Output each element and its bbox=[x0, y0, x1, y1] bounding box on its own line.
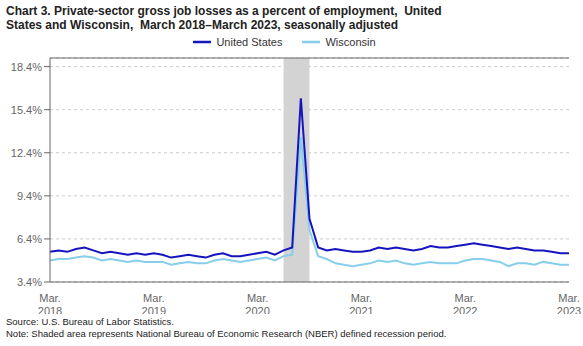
html-text:Chart 3. Private-sector gross: Chart 3. Private-sector gross job losses… bbox=[6, 4, 442, 18]
svg-text:12.4%: 12.4% bbox=[11, 147, 42, 159]
svg-text:Mar.2022: Mar.2022 bbox=[453, 292, 477, 314]
html-text:States and Wisconsin, March 20: States and Wisconsin, March 2018–March 2… bbox=[6, 18, 399, 32]
svg-text:15.4%: 15.4% bbox=[11, 104, 42, 116]
svg-text:Mar.2019: Mar.2019 bbox=[142, 292, 166, 314]
html-text:Source: U.S. Bureau of Labor S: Source: U.S. Bureau of Labor Statistics. bbox=[6, 316, 174, 327]
svg-text:6.4%: 6.4% bbox=[17, 233, 42, 245]
svg-text:Mar.2018: Mar.2018 bbox=[38, 292, 62, 314]
svg-text:Mar.2023: Mar.2023 bbox=[557, 292, 575, 314]
svg-text:3.4%: 3.4% bbox=[17, 276, 42, 288]
svg-text:Mar.2020: Mar.2020 bbox=[245, 292, 269, 314]
html-text:Note: Shaded area represents N: Note: Shaded area represents National Bu… bbox=[6, 328, 447, 339]
html-text:United States: United States bbox=[216, 36, 283, 48]
svg-text:Mar.2021: Mar.2021 bbox=[349, 292, 373, 314]
svg-text:9.4%: 9.4% bbox=[17, 190, 42, 202]
html-text:Wisconsin: Wisconsin bbox=[325, 36, 376, 48]
svg-text:18.4%: 18.4% bbox=[11, 61, 42, 73]
